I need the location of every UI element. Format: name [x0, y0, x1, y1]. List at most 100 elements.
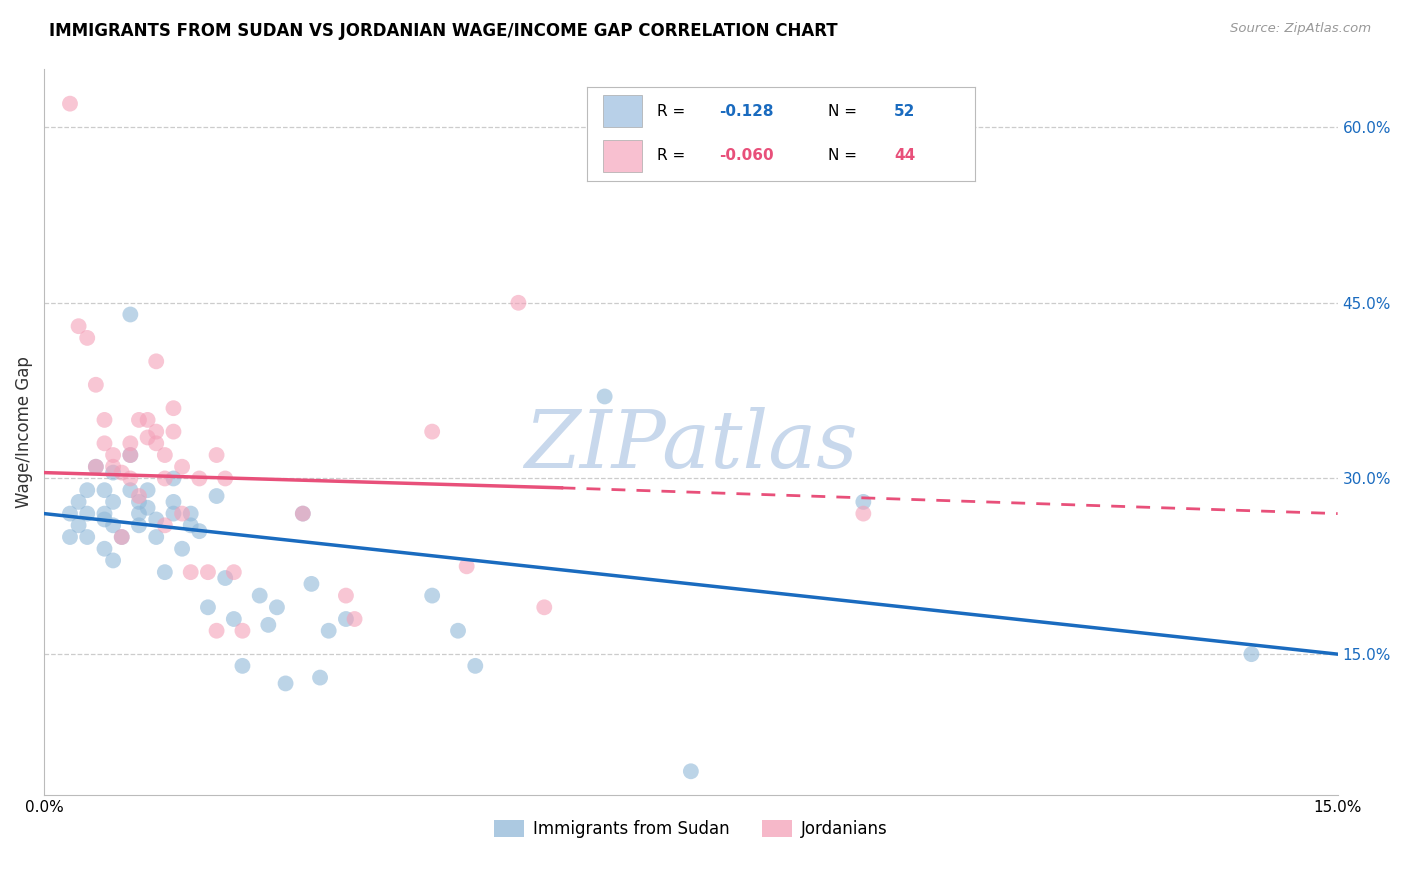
Point — [120, 436, 142, 450]
Point — [343, 612, 366, 626]
Point — [180, 507, 202, 521]
Point — [180, 565, 202, 579]
Point — [162, 471, 184, 485]
Point — [852, 495, 875, 509]
Point — [222, 612, 245, 626]
Point — [162, 425, 184, 439]
Point — [128, 518, 150, 533]
Point — [120, 471, 142, 485]
Point — [145, 530, 167, 544]
Point — [67, 319, 90, 334]
Point — [128, 489, 150, 503]
Point — [309, 671, 332, 685]
Point — [266, 600, 288, 615]
Point — [76, 331, 98, 345]
Point — [188, 524, 211, 538]
Point — [301, 577, 323, 591]
Point — [76, 483, 98, 498]
Point — [205, 448, 228, 462]
Point — [84, 377, 107, 392]
Point — [172, 541, 194, 556]
Point — [111, 530, 134, 544]
Point — [274, 676, 297, 690]
Point — [76, 507, 98, 521]
Point — [93, 413, 115, 427]
Text: Source: ZipAtlas.com: Source: ZipAtlas.com — [1230, 22, 1371, 36]
Point — [249, 589, 271, 603]
Point — [197, 565, 219, 579]
Point — [533, 600, 555, 615]
Point — [335, 612, 357, 626]
Point — [153, 448, 176, 462]
Point — [145, 425, 167, 439]
Point — [76, 530, 98, 544]
Point — [162, 507, 184, 521]
Text: IMMIGRANTS FROM SUDAN VS JORDANIAN WAGE/INCOME GAP CORRELATION CHART: IMMIGRANTS FROM SUDAN VS JORDANIAN WAGE/… — [49, 22, 838, 40]
Point — [120, 448, 142, 462]
Point — [205, 624, 228, 638]
Text: ZIPatlas: ZIPatlas — [524, 408, 858, 485]
Point — [136, 413, 159, 427]
Point — [67, 518, 90, 533]
Point — [420, 589, 443, 603]
Point — [205, 489, 228, 503]
Point — [101, 518, 124, 533]
Point — [59, 530, 82, 544]
Point — [420, 425, 443, 439]
Point — [93, 507, 115, 521]
Point — [508, 295, 530, 310]
Point — [214, 571, 236, 585]
Point — [111, 466, 134, 480]
Point — [679, 764, 702, 779]
Point — [231, 658, 253, 673]
Point — [852, 507, 875, 521]
Point — [318, 624, 340, 638]
Point — [257, 618, 280, 632]
Point — [93, 512, 115, 526]
Point — [101, 495, 124, 509]
Point — [93, 483, 115, 498]
Point — [111, 530, 134, 544]
Point — [153, 518, 176, 533]
Point — [101, 459, 124, 474]
Y-axis label: Wage/Income Gap: Wage/Income Gap — [15, 356, 32, 508]
Point — [128, 507, 150, 521]
Point — [128, 413, 150, 427]
Point — [84, 459, 107, 474]
Point — [197, 600, 219, 615]
Point — [172, 507, 194, 521]
Point — [153, 471, 176, 485]
Point — [464, 658, 486, 673]
Point — [120, 483, 142, 498]
Point — [59, 96, 82, 111]
Point — [291, 507, 314, 521]
Point — [136, 500, 159, 515]
Point — [136, 430, 159, 444]
Point — [222, 565, 245, 579]
Point — [145, 354, 167, 368]
Point — [1240, 647, 1263, 661]
Point — [162, 401, 184, 416]
Point — [172, 459, 194, 474]
Point — [101, 448, 124, 462]
Point — [145, 436, 167, 450]
Point — [231, 624, 253, 638]
Point — [214, 471, 236, 485]
Point — [291, 507, 314, 521]
Point — [162, 495, 184, 509]
Point — [335, 589, 357, 603]
Point — [180, 518, 202, 533]
Point — [93, 436, 115, 450]
Point — [136, 483, 159, 498]
Point — [145, 512, 167, 526]
Point — [59, 507, 82, 521]
Point — [456, 559, 478, 574]
Point — [120, 308, 142, 322]
Point — [188, 471, 211, 485]
Point — [447, 624, 470, 638]
Point — [101, 553, 124, 567]
Point — [128, 495, 150, 509]
Point — [120, 448, 142, 462]
Point — [101, 466, 124, 480]
Point — [93, 541, 115, 556]
